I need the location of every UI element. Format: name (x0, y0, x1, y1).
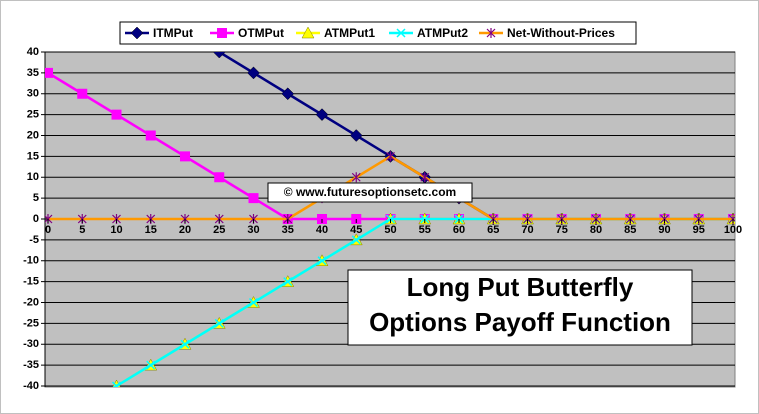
y-tick-label: 20 (27, 129, 39, 141)
x-tick-label: 90 (658, 224, 670, 236)
point (386, 151, 395, 162)
point (281, 87, 295, 101)
x-tick-label: 65 (487, 224, 499, 236)
point (214, 318, 224, 328)
y-tick-label: -20 (23, 296, 39, 308)
point (145, 130, 156, 141)
point (248, 297, 259, 308)
x-axis: 0 5 10 15 20 25 30 35 40 45 50 55 60 65 70 75 80 85 90 95 10… (45, 219, 742, 236)
watermark: © www.futuresoptionsetc.com (284, 185, 456, 199)
watermark-box (267, 182, 473, 203)
x-tick-label: 40 (316, 224, 328, 236)
x-tick-label: 0 (45, 224, 51, 236)
x-tick-label: 5 (79, 224, 85, 236)
legend (119, 21, 637, 45)
y-tick-label: -10 (23, 255, 39, 267)
legend-marker (486, 28, 496, 38)
x-tick-label: 50 (384, 224, 396, 236)
y-tick-label: 30 (27, 88, 39, 100)
x-tick-label: 15 (145, 224, 157, 236)
point (212, 52, 226, 59)
y-tick-label: 15 (27, 150, 39, 162)
chart-title: Options Payoff Function (369, 307, 671, 337)
x-tick-label: 25 (213, 224, 225, 236)
y-tick-label: -30 (23, 338, 39, 350)
point (180, 151, 190, 162)
title-box (347, 269, 693, 346)
point (248, 193, 259, 204)
x-tick-label: 45 (350, 224, 362, 236)
x-tick-label: 35 (282, 224, 294, 236)
x-tick-label: 95 (693, 224, 705, 236)
legend-marker (396, 28, 406, 38)
x-tick-label: 80 (590, 224, 602, 236)
y-tick-label: 0 (33, 213, 39, 225)
x-tick-label: 85 (624, 224, 636, 236)
point (111, 109, 122, 120)
y-tick-label: 5 (33, 192, 39, 204)
legend-marker (130, 26, 144, 40)
point (77, 88, 88, 99)
point (111, 381, 122, 387)
point (146, 360, 156, 370)
legend-label: ATMPut1 (324, 26, 375, 40)
point (283, 277, 293, 287)
legend-marker (217, 28, 227, 38)
x-tick-label: 75 (556, 224, 568, 236)
point (317, 256, 327, 266)
y-tick-label: -15 (23, 276, 39, 288)
point (45, 67, 53, 78)
y-tick-label: 25 (27, 109, 39, 121)
x-tick-label: 30 (247, 224, 259, 236)
legend-label: ATMPut2 (417, 26, 468, 40)
x-tick-label: 100 (724, 224, 742, 236)
point (351, 235, 361, 245)
legend-label: OTMPut (238, 26, 284, 40)
x-tick-label: 20 (179, 224, 191, 236)
y-tick-label: 10 (27, 171, 39, 183)
point (180, 339, 190, 349)
y-tick-label: -25 (23, 317, 39, 329)
legend-label: ITMPut (153, 26, 193, 40)
x-tick-label: 70 (521, 224, 533, 236)
point (214, 172, 225, 183)
point (349, 129, 363, 142)
x-tick-label: 55 (419, 224, 431, 236)
point (315, 108, 329, 121)
y-tick-label: -40 (23, 380, 39, 392)
point (420, 172, 430, 183)
chart-title: Long Put Butterfly (407, 272, 634, 302)
y-tick-label: 40 (27, 46, 39, 58)
legend-entries: ITMPut OTMPut ATMPut1 ATMPut2 Net-Without-Pr… (125, 26, 615, 40)
y-tick-label: -35 (23, 359, 39, 371)
x-tick-label: 10 (110, 224, 122, 236)
point (351, 172, 361, 183)
legend-label: Net-Without-Prices (507, 26, 615, 40)
x-tick-label: 60 (453, 224, 465, 236)
legend-marker (301, 26, 315, 39)
y-tick-label: 35 (27, 67, 39, 79)
y-tick-label: -5 (29, 234, 39, 246)
point (247, 66, 260, 80)
